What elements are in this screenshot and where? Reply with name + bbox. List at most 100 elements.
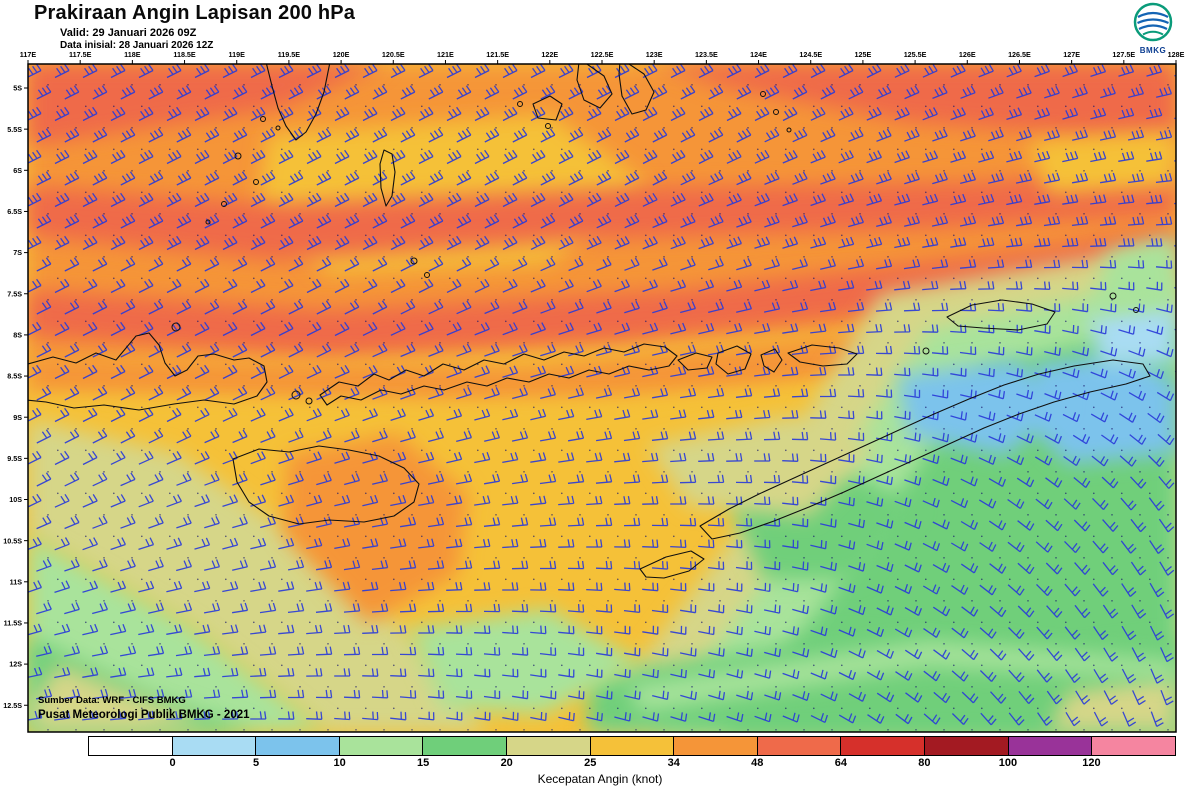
lon-label: 121.5E bbox=[486, 50, 509, 59]
islet bbox=[1133, 307, 1139, 313]
lon-label: 120E bbox=[333, 50, 350, 59]
colorbar-cell-11 bbox=[1008, 737, 1093, 755]
colorbar-cell-6 bbox=[590, 737, 675, 755]
colorbar-cell-1 bbox=[172, 737, 257, 755]
lon-label: 117E bbox=[20, 50, 37, 59]
coastline-sumba bbox=[232, 445, 420, 525]
colorbar-tick-label: 15 bbox=[417, 757, 430, 769]
colorbar-tick-label: 25 bbox=[584, 757, 597, 769]
speed-region bbox=[628, 641, 1176, 712]
islet bbox=[205, 219, 211, 225]
colorbar-caption: Kecepatan Angin (knot) bbox=[537, 772, 663, 786]
islet bbox=[253, 179, 259, 185]
header: Prakiraan Angin Lapisan 200 hPa Valid: 2… bbox=[34, 2, 355, 51]
colorbar-cell-8 bbox=[757, 737, 842, 755]
lon-label: 125E bbox=[855, 50, 872, 59]
colorbar-tick-label: 100 bbox=[998, 757, 1018, 769]
coastline-wetar bbox=[946, 299, 1056, 331]
lat-label: 6S bbox=[13, 166, 22, 175]
speed-region bbox=[648, 416, 878, 516]
valid-time: Valid: 29 Januari 2026 09Z bbox=[60, 27, 197, 39]
colorbar-tick-label: 34 bbox=[667, 757, 680, 769]
colorbar-cell-9 bbox=[841, 737, 926, 755]
speed-region bbox=[408, 609, 643, 714]
coastline-sumbawa bbox=[28, 332, 268, 411]
colorbar-cell-0 bbox=[89, 737, 173, 755]
speed-region bbox=[28, 64, 388, 146]
islet bbox=[517, 101, 523, 107]
coastline-selayar bbox=[379, 149, 396, 207]
colorbar-tick-label: 80 bbox=[918, 757, 931, 769]
coastline-muna bbox=[576, 64, 613, 109]
lat-label: 5.5S bbox=[7, 125, 22, 134]
lon-label: 119.5E bbox=[278, 50, 301, 59]
colorbar-tick-label: 64 bbox=[834, 757, 847, 769]
lon-label: 123E bbox=[646, 50, 663, 59]
colorbar-tick-label: 10 bbox=[333, 757, 346, 769]
init-time: Data inisial: 28 Januari 2026 12Z bbox=[60, 40, 214, 51]
colorbar-cell-5 bbox=[507, 737, 591, 755]
lon-label: 127.5E bbox=[1112, 50, 1135, 59]
coastline-adonara bbox=[677, 352, 713, 371]
coastline-pantar bbox=[760, 348, 783, 373]
lon-label: 119E bbox=[229, 50, 246, 59]
speed-region bbox=[1020, 354, 1176, 464]
colorbar-cell-2 bbox=[256, 737, 340, 755]
islet bbox=[786, 127, 792, 133]
colorbar-ticks: 0 5 10 15 20 25 34 48 64 80 100 120 bbox=[89, 755, 1175, 771]
lon-label: 118E bbox=[124, 50, 141, 59]
coastline-sulawesi-peninsula bbox=[265, 64, 331, 141]
bmkg-logo-label: BMKG bbox=[1139, 46, 1167, 55]
islet bbox=[760, 91, 766, 97]
page-title: Prakiraan Angin Lapisan 200 hPa bbox=[34, 2, 356, 24]
lon-label: 126E bbox=[959, 50, 976, 59]
islet bbox=[773, 109, 779, 115]
speed-region bbox=[28, 419, 488, 732]
bmkg-logo-icon bbox=[1133, 2, 1173, 42]
lat-label: 12.5S bbox=[3, 701, 22, 710]
speed-region bbox=[28, 228, 1176, 356]
colorbar-cell-3 bbox=[339, 737, 424, 755]
colorbar-tick-label: 20 bbox=[500, 757, 513, 769]
lat-label: 12S bbox=[9, 660, 22, 669]
lon-label: 124.5E bbox=[799, 50, 822, 59]
lon-label: 125.5E bbox=[904, 50, 927, 59]
islet bbox=[275, 125, 281, 131]
speed-region bbox=[28, 664, 208, 732]
islet bbox=[291, 390, 301, 400]
lon-label: 124E bbox=[750, 50, 767, 59]
lon-label: 123.5E bbox=[695, 50, 718, 59]
islet bbox=[171, 322, 181, 332]
lat-label: 7.5S bbox=[7, 289, 22, 298]
lon-label: 128E bbox=[1168, 50, 1185, 59]
source-data-text: Sumber Data: WRF - CIFS BMKG bbox=[38, 695, 186, 706]
lon-label: 121E bbox=[437, 50, 454, 59]
lon-label: 126.5E bbox=[1008, 50, 1031, 59]
coastline-flores bbox=[319, 343, 678, 406]
speed-region bbox=[28, 168, 1176, 260]
lat-label: 7S bbox=[13, 248, 22, 257]
speed-region bbox=[1028, 130, 1176, 194]
colorbar-tick-label: 48 bbox=[751, 757, 764, 769]
colorbar-cell-4 bbox=[423, 737, 508, 755]
colorbar-tick-label: 0 bbox=[169, 757, 176, 769]
islet bbox=[922, 347, 930, 355]
stipple-dots bbox=[47, 84, 1169, 731]
wind-barbs bbox=[28, 64, 1176, 727]
lat-label: 10S bbox=[9, 495, 22, 504]
coastline-lembata bbox=[715, 345, 752, 375]
lon-label: 122.5E bbox=[591, 50, 614, 59]
colorbar-cells bbox=[89, 737, 1175, 755]
lon-label: 120.5E bbox=[382, 50, 405, 59]
lat-label: 10.5S bbox=[3, 536, 22, 545]
lon-label: 127E bbox=[1063, 50, 1080, 59]
speed-region bbox=[1090, 236, 1176, 314]
islet bbox=[305, 397, 313, 405]
islet bbox=[410, 257, 418, 265]
coastline-kabaena bbox=[532, 95, 563, 121]
speed-region bbox=[1090, 304, 1176, 366]
colorbar-cell-10 bbox=[925, 737, 1009, 755]
islet bbox=[221, 201, 227, 207]
colorbar-tick-label: 5 bbox=[253, 757, 260, 769]
